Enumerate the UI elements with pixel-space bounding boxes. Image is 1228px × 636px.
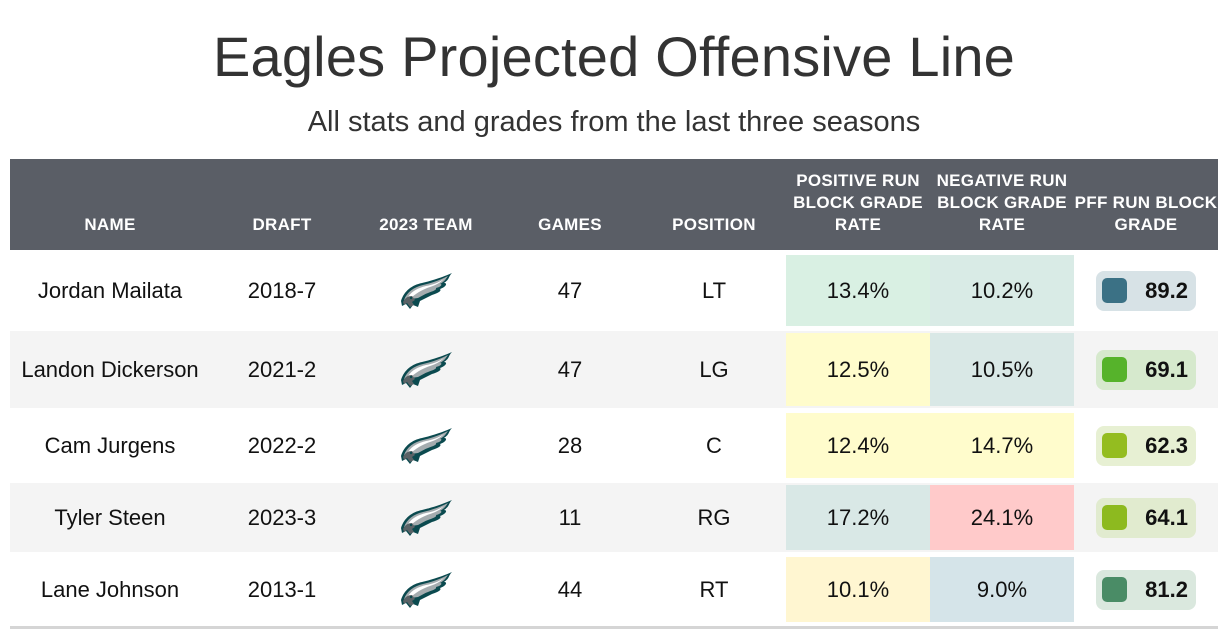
- table-row: Cam Jurgens 2022-2 28 C 12.4% 14.7% 62.3: [10, 408, 1218, 480]
- pff-grade-cell: 69.1: [1074, 331, 1218, 408]
- grade-color-swatch: [1102, 577, 1127, 602]
- team-cell: [354, 483, 498, 552]
- table-row: Tyler Steen 2023-3 11 RG 17.2% 24.1% 64.…: [10, 480, 1218, 552]
- grade-badge: 64.1: [1096, 497, 1196, 538]
- player-name: Landon Dickerson: [21, 356, 199, 382]
- header-games: GAMES: [538, 215, 602, 234]
- position: C: [706, 432, 722, 458]
- draft-pick: 2018-7: [247, 277, 317, 303]
- table-header: NAME DRAFT 2023 TEAM GAMES POSITION POSI…: [10, 159, 1218, 250]
- negative-rate-cell: 14.7%: [930, 413, 1074, 478]
- team-cell: [354, 253, 498, 328]
- header-positive-rate: POSITIVE RUN BLOCK GRADE RATE: [793, 171, 923, 234]
- grade-value: 62.3: [1145, 432, 1188, 458]
- games-played: 28: [557, 432, 583, 458]
- eagles-logo-icon: [401, 499, 452, 536]
- draft-pick: 2021-2: [247, 356, 317, 382]
- grade-value: 89.2: [1145, 277, 1188, 303]
- eagles-logo-icon: [401, 427, 452, 464]
- positive-rate-cell: 10.1%: [786, 557, 930, 622]
- header-position: POSITION: [672, 215, 756, 234]
- team-cell: [354, 331, 498, 408]
- draft-pick: 2023-3: [247, 504, 317, 530]
- header-pff-grade: PFF RUN BLOCK GRADE: [1074, 193, 1218, 234]
- draft-pick: 2013-1: [247, 576, 317, 602]
- grade-value: 81.2: [1145, 576, 1188, 602]
- negative-rate-cell: 10.5%: [930, 333, 1074, 406]
- positive-rate-cell: 17.2%: [786, 485, 930, 550]
- position: RT: [699, 576, 729, 602]
- pff-grade-cell: 81.2: [1074, 555, 1218, 624]
- position: RG: [697, 504, 731, 530]
- games-played: 44: [557, 576, 583, 602]
- grade-value: 64.1: [1145, 504, 1188, 530]
- positive-rate-cell: 13.4%: [786, 255, 930, 326]
- games-played: 11: [558, 504, 582, 530]
- header-team: 2023 TEAM: [379, 215, 473, 234]
- games-played: 47: [557, 277, 583, 303]
- player-name: Tyler Steen: [54, 504, 166, 530]
- eagles-logo-icon: [401, 272, 452, 309]
- page-title: Eagles Projected Offensive Line: [212, 25, 1016, 88]
- grade-color-swatch: [1102, 357, 1127, 382]
- negative-rate-cell: 24.1%: [930, 485, 1074, 550]
- games-played: 47: [557, 356, 583, 382]
- stats-table: NAME DRAFT 2023 TEAM GAMES POSITION POSI…: [10, 159, 1218, 624]
- eagles-logo-icon: [401, 571, 452, 608]
- position: LG: [699, 356, 729, 382]
- draft-pick: 2022-2: [247, 432, 317, 458]
- team-cell: [354, 555, 498, 624]
- positive-rate-cell: 12.4%: [786, 413, 930, 478]
- page-subtitle: All stats and grades from the last three…: [307, 106, 921, 138]
- table-row: Landon Dickerson 2021-2 47 LG 12.5% 10.5…: [10, 328, 1218, 408]
- position: LT: [701, 277, 727, 303]
- table-row: Lane Johnson 2013-1 44 RT 10.1% 9.0% 81.…: [10, 552, 1218, 624]
- pff-grade-cell: 64.1: [1074, 483, 1218, 552]
- player-name: Jordan Mailata: [37, 277, 183, 303]
- grade-value: 69.1: [1145, 356, 1188, 382]
- grade-badge: 89.2: [1096, 270, 1196, 311]
- grade-badge: 69.1: [1096, 349, 1196, 390]
- negative-rate-cell: 9.0%: [930, 557, 1074, 622]
- table-row: Jordan Mailata 2018-7 47 LT 13.4% 10.2% …: [10, 250, 1218, 328]
- player-name: Lane Johnson: [40, 576, 180, 602]
- header-name: NAME: [84, 215, 136, 234]
- team-cell: [354, 411, 498, 480]
- positive-rate-cell: 12.5%: [786, 333, 930, 406]
- table-body: Jordan Mailata 2018-7 47 LT 13.4% 10.2% …: [10, 250, 1218, 624]
- grade-color-swatch: [1102, 278, 1127, 303]
- grade-badge: 81.2: [1096, 569, 1196, 610]
- header-negative-rate: NEGATIVE RUN BLOCK GRADE RATE: [936, 171, 1068, 234]
- header-draft: DRAFT: [252, 215, 312, 234]
- eagles-logo-icon: [401, 351, 452, 388]
- table-bottom-rule: [10, 626, 1218, 629]
- grade-color-swatch: [1102, 433, 1127, 458]
- grade-badge: 62.3: [1096, 425, 1196, 466]
- pff-grade-cell: 62.3: [1074, 411, 1218, 480]
- negative-rate-cell: 10.2%: [930, 255, 1074, 326]
- pff-grade-cell: 89.2: [1074, 253, 1218, 328]
- grade-color-swatch: [1102, 505, 1127, 530]
- player-name: Cam Jurgens: [44, 432, 176, 458]
